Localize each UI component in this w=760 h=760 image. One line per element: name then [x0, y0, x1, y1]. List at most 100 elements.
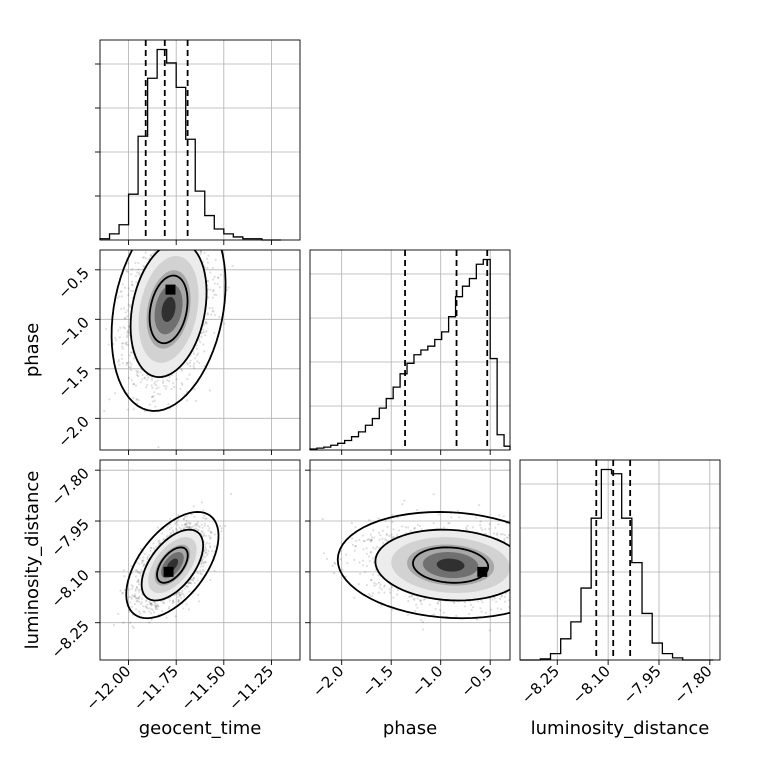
contour-3sigma [110, 250, 227, 412]
sample-point [146, 245, 148, 247]
sample-point [386, 525, 389, 528]
sample-point [144, 251, 147, 254]
sample-point [137, 598, 140, 601]
sample-point [129, 365, 133, 369]
sample-point [147, 607, 150, 610]
sample-point [196, 521, 199, 524]
sample-point [145, 607, 149, 610]
sample-point [533, 582, 535, 584]
sample-point [138, 557, 141, 560]
sample-point [513, 592, 515, 594]
sample-point [187, 521, 191, 524]
sample-point [186, 378, 189, 381]
sample-point [168, 607, 171, 610]
sample-point [182, 607, 185, 610]
sample-point [204, 551, 207, 554]
sample-point [156, 526, 160, 529]
sample-point [168, 605, 171, 609]
histogram-phase [309, 258, 511, 450]
sample-point [139, 371, 142, 374]
sample-point [114, 339, 118, 342]
y-tick-label: −8.10 [48, 566, 93, 611]
sample-point [145, 374, 148, 377]
sample-point [208, 542, 211, 545]
sample-point [133, 595, 137, 598]
sample-point [174, 615, 177, 618]
x-tick-label: −8.10 [569, 662, 614, 707]
sample-point [202, 343, 205, 346]
sample-point [178, 593, 181, 596]
sample-point [201, 568, 205, 572]
sample-point [141, 378, 144, 381]
sample-point [194, 357, 197, 360]
sample-point [128, 354, 131, 357]
sample-point [193, 366, 196, 370]
sample-point [163, 246, 165, 248]
sample-point [219, 273, 222, 276]
sample-point [200, 250, 203, 253]
sample-point [395, 593, 399, 596]
sample-point [205, 330, 208, 333]
sample-point [186, 363, 190, 366]
sample-point [198, 361, 201, 364]
sample-point [432, 613, 436, 616]
sample-point [120, 357, 124, 360]
sample-point [131, 625, 134, 628]
sample-point [137, 597, 140, 600]
sample-point [179, 596, 182, 600]
sample-point [130, 289, 133, 293]
sample-point [186, 585, 189, 588]
sample-point [325, 557, 329, 561]
sample-point [532, 579, 534, 581]
sample-point [186, 585, 189, 588]
sample-point [199, 250, 202, 253]
sample-point [195, 354, 199, 357]
sample-point [204, 334, 207, 337]
sample-point [374, 547, 377, 551]
sample-point [137, 268, 140, 271]
sample-point [150, 603, 153, 606]
sample-point [176, 595, 179, 598]
sample-point [127, 303, 130, 306]
sample-point [180, 382, 183, 385]
sample-point [130, 363, 133, 366]
sample-point [219, 525, 222, 528]
sample-point [179, 221, 181, 223]
sample-point [187, 608, 191, 611]
sample-point [147, 376, 150, 379]
sample-point [157, 540, 160, 543]
sample-point [178, 591, 181, 594]
sample-point [160, 236, 162, 238]
sample-point [191, 236, 193, 238]
panel-frame [99, 249, 301, 451]
sample-point [201, 526, 204, 530]
sample-point [200, 335, 203, 338]
sample-point [385, 532, 389, 536]
sample-point [128, 366, 131, 369]
sample-point [149, 254, 152, 257]
sample-point [203, 545, 207, 549]
sample-point [177, 518, 180, 521]
sample-point [170, 526, 173, 529]
sample-point [138, 273, 141, 276]
sample-point [125, 335, 129, 339]
sample-point [195, 527, 198, 530]
sample-point [132, 289, 135, 293]
sample-point [205, 554, 208, 557]
sample-point [141, 559, 144, 562]
sample-point [134, 384, 138, 387]
sample-point [166, 525, 169, 528]
sample-point [500, 595, 503, 598]
sample-point [205, 320, 208, 324]
sample-point [160, 246, 162, 248]
sample-point [119, 290, 122, 293]
sample-point [206, 280, 209, 283]
sample-point [179, 387, 182, 391]
sample-point [189, 579, 192, 582]
sample-point [122, 347, 125, 350]
sample-point [138, 590, 141, 593]
sample-point [220, 527, 223, 530]
sample-point [204, 560, 207, 563]
sample-point [517, 542, 519, 544]
sample-point [213, 275, 216, 279]
